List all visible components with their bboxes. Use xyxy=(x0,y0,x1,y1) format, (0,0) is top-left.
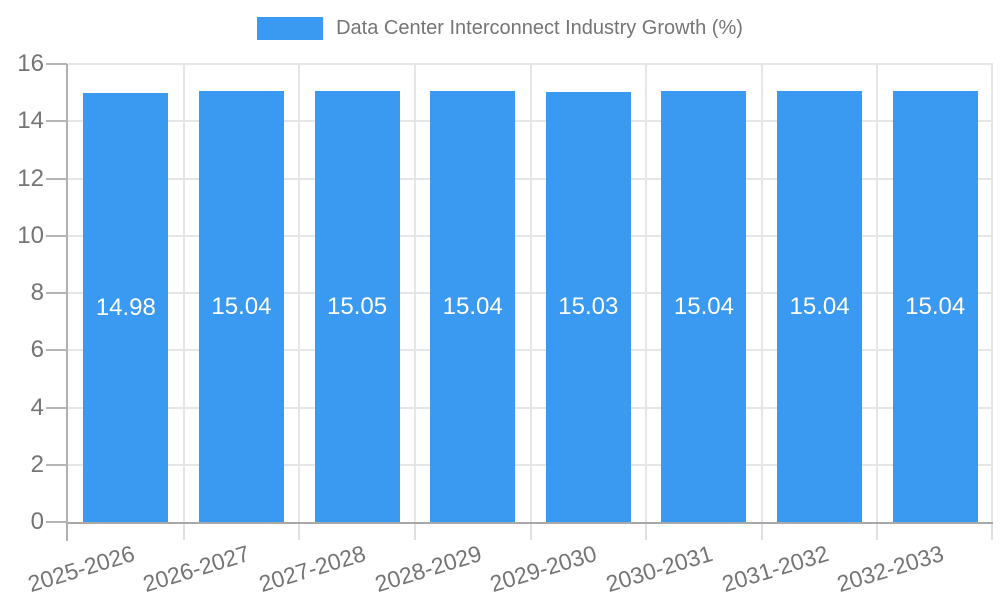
x-gridline xyxy=(413,64,416,522)
y-tick-label: 6 xyxy=(30,336,44,364)
y-tick-mark xyxy=(46,177,67,180)
y-tick-mark xyxy=(46,406,67,409)
y-tick-mark xyxy=(46,349,67,352)
legend-item[interactable]: Data Center Interconnect Industry Growth… xyxy=(257,17,743,40)
x-tick-mark xyxy=(991,524,993,540)
bar[interactable]: 15.04 xyxy=(430,91,516,522)
y-tick-mark xyxy=(46,234,67,237)
y-tick-label: 14 xyxy=(17,107,44,135)
legend-label: Data Center Interconnect Industry Growth… xyxy=(336,17,743,39)
bar[interactable]: 15.03 xyxy=(545,91,631,522)
x-gridline xyxy=(182,64,185,522)
x-gridline xyxy=(298,64,301,522)
y-tick-mark xyxy=(46,463,67,466)
bar-value-label: 15.04 xyxy=(673,292,734,320)
x-tick-mark xyxy=(298,524,301,540)
bar-value-label: 15.04 xyxy=(442,292,503,320)
y-tick-label: 2 xyxy=(30,450,44,478)
bar-value-label: 15.04 xyxy=(905,292,966,320)
x-tick-mark xyxy=(413,524,416,540)
y-tick-label: 16 xyxy=(17,50,44,77)
x-tick-mark xyxy=(760,524,763,540)
x-gridline xyxy=(529,64,532,522)
y-tick-mark xyxy=(46,292,67,294)
bar-value-label: 14.98 xyxy=(95,293,156,321)
legend-color-swatch xyxy=(257,17,324,40)
y-tick-label: 10 xyxy=(17,221,44,249)
x-tick-mark xyxy=(182,524,185,540)
x-tick-mark xyxy=(645,524,648,540)
y-tick-label: 12 xyxy=(17,164,44,192)
bar-value-label: 15.05 xyxy=(327,292,388,320)
x-gridline xyxy=(760,64,763,522)
bar[interactable]: 15.04 xyxy=(661,91,747,522)
bar-value-label: 15.04 xyxy=(211,292,272,320)
chart-legend: Data Center Interconnect Industry Growth… xyxy=(0,17,1000,40)
bar[interactable]: 15.04 xyxy=(777,91,863,522)
x-gridline xyxy=(876,64,879,522)
bar[interactable]: 15.04 xyxy=(198,91,284,522)
y-axis-line xyxy=(66,64,68,541)
y-tick-label: 0 xyxy=(30,508,44,535)
bar[interactable]: 14.98 xyxy=(83,93,169,522)
bar[interactable]: 15.04 xyxy=(892,91,978,522)
plot-area: 14.98 15.04 15.05 15.04 15.03 15.04 15.04 15.04 xyxy=(68,63,993,524)
bar[interactable]: 15.05 xyxy=(314,91,400,522)
y-tick-label: 8 xyxy=(30,279,44,306)
x-gridline xyxy=(645,64,648,522)
bar-value-label: 15.03 xyxy=(558,292,619,320)
y-tick-mark xyxy=(46,63,67,65)
x-gridline xyxy=(991,64,993,522)
x-tick-mark xyxy=(876,524,879,540)
x-tick-mark xyxy=(529,524,532,540)
y-tick-mark xyxy=(46,120,67,123)
y-tick-label: 4 xyxy=(30,393,44,421)
y-tick-mark xyxy=(46,521,67,523)
bar-value-label: 15.04 xyxy=(789,292,850,320)
